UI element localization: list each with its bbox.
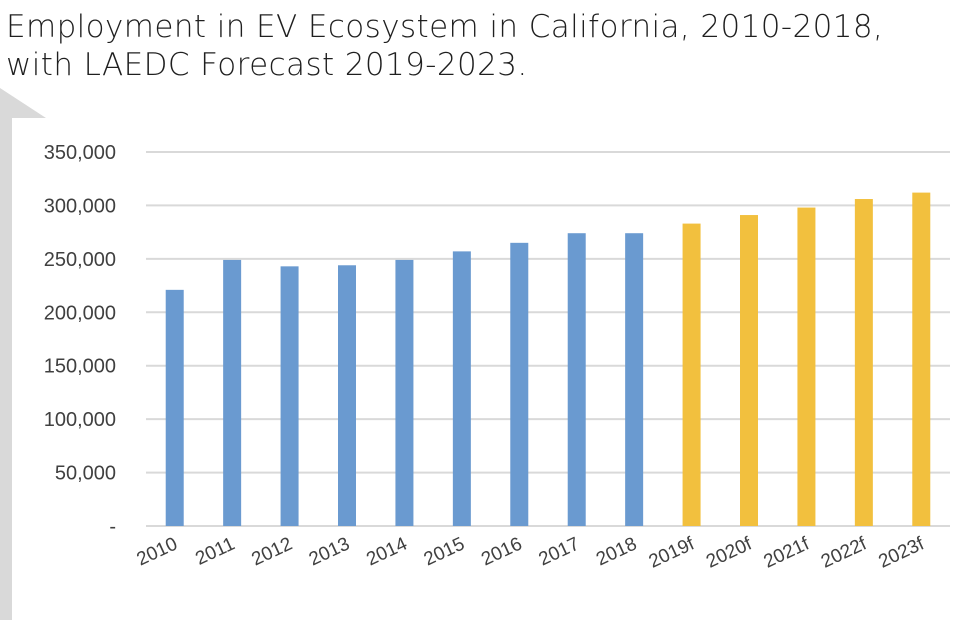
bar-actual xyxy=(165,289,184,526)
x-tick-label: 2010 xyxy=(134,533,181,570)
chart-title-line-1: Employment in EV Ecosystem in California… xyxy=(6,9,884,45)
y-tick-label: - xyxy=(109,516,116,538)
x-tick-label: 2022f xyxy=(818,533,871,572)
bar-forecast xyxy=(682,223,701,526)
x-tick-label: 2011 xyxy=(192,533,238,569)
bar-forecast xyxy=(912,192,931,526)
y-tick-label: 350,000 xyxy=(44,142,116,164)
y-tick-label: 100,000 xyxy=(44,409,116,431)
x-tick-label: 2016 xyxy=(478,533,525,570)
chart-title-line-2: with LAEDC Forecast 2019-2023. xyxy=(6,47,528,83)
y-tick-label: 250,000 xyxy=(44,249,116,271)
bar-actual xyxy=(223,259,242,526)
bar-actual xyxy=(395,259,414,526)
chart-title: Employment in EV Ecosystem in California… xyxy=(6,8,976,84)
x-tick-label: 2020f xyxy=(703,533,756,572)
x-tick-label: 2015 xyxy=(421,533,468,570)
bar-forecast xyxy=(740,215,758,526)
x-tick-label: 2023f xyxy=(875,533,928,572)
x-tick-label: 2013 xyxy=(306,533,353,570)
bar-actual xyxy=(625,233,644,526)
x-tick-label: 2019f xyxy=(646,533,699,572)
x-tick-label: 2014 xyxy=(363,533,411,570)
bar-forecast xyxy=(797,207,816,526)
x-tick-label: 2012 xyxy=(248,533,295,570)
bar-actual xyxy=(338,265,356,526)
y-tick-label: 150,000 xyxy=(44,356,116,378)
bar-forecast xyxy=(854,199,873,526)
corner-decoration-shape xyxy=(0,88,46,620)
x-tick-label: 2017 xyxy=(536,533,583,570)
bar-actual xyxy=(452,251,471,526)
bar-actual xyxy=(280,266,299,526)
y-tick-label: 300,000 xyxy=(44,195,116,217)
bar-actual xyxy=(567,233,586,526)
bar-actual xyxy=(510,242,529,527)
y-tick-label: 50,000 xyxy=(55,463,116,485)
x-tick-label: 2021f xyxy=(761,533,814,572)
x-tick-label: 2018 xyxy=(593,533,640,570)
y-tick-label: 200,000 xyxy=(44,302,116,324)
